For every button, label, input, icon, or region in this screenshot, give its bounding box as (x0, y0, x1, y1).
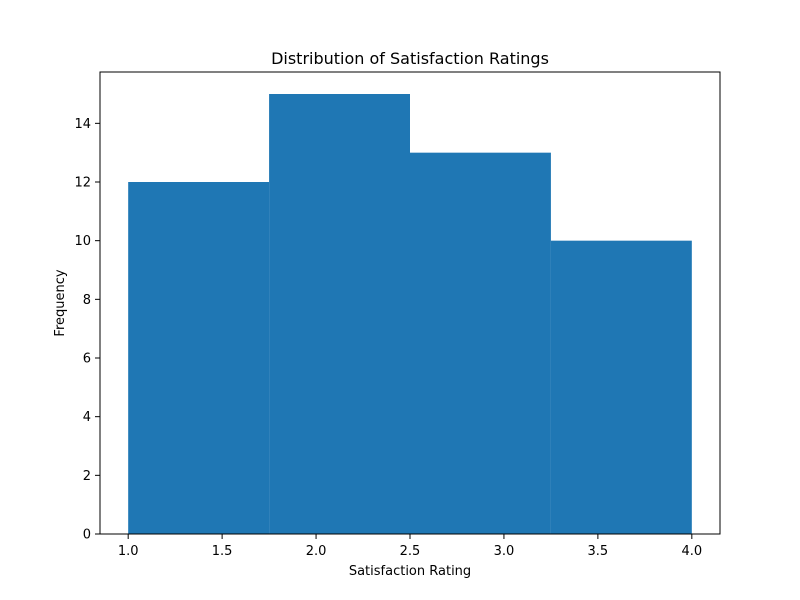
y-tick-label-8: 14 (74, 117, 91, 132)
x-axis-ticks: 1.0 1.5 2.0 2.5 3.0 3.5 4.0 (118, 534, 702, 559)
x-tick-label-2: 1.5 (212, 544, 233, 559)
chart-title: Distribution of Satisfaction Ratings (271, 49, 549, 68)
y-tick-label-2: 2 (83, 469, 91, 484)
y-axis-label: Frequency (53, 269, 68, 336)
bars-group (128, 94, 692, 534)
y-tick-label-3: 4 (83, 410, 91, 425)
y-tick-label-5: 8 (83, 293, 91, 308)
x-tick-label-1: 1.0 (118, 544, 139, 559)
x-tick-label-5: 3.0 (494, 544, 515, 559)
x-tick-label-6: 3.5 (588, 544, 609, 559)
y-tick-label-6: 10 (74, 234, 91, 249)
histogram-bar-2 (269, 94, 410, 534)
histogram-bar-1 (128, 182, 270, 534)
histogram-bar-4 (550, 240, 692, 534)
x-tick-label-3: 2.0 (306, 544, 327, 559)
y-tick-label-4: 6 (83, 352, 91, 367)
x-tick-label-4: 2.5 (400, 544, 421, 559)
histogram-bar-3 (410, 152, 551, 534)
y-axis-ticks: 0 2 4 6 8 10 12 14 (74, 117, 100, 543)
y-tick-label-1: 0 (83, 528, 91, 543)
x-axis-label: Satisfaction Rating (349, 564, 471, 579)
x-tick-label-7: 4.0 (681, 544, 702, 559)
y-tick-label-7: 12 (74, 176, 91, 191)
